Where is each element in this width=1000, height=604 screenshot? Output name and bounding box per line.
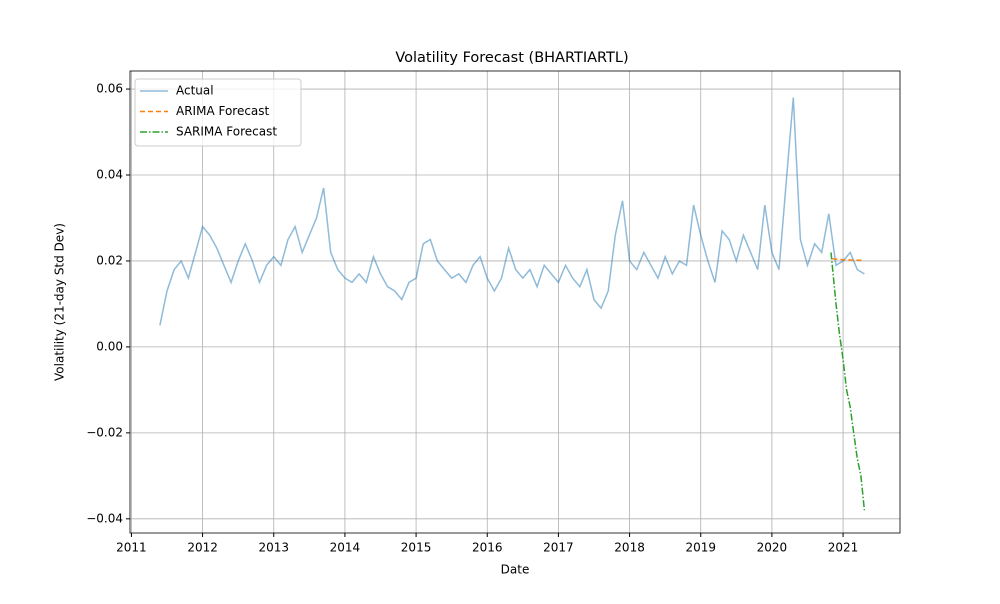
series-line <box>832 258 865 262</box>
legend-label: ARIMA Forecast <box>176 104 270 118</box>
y-tick-label: −0.02 <box>86 425 123 439</box>
x-axis-label: Date <box>501 563 530 577</box>
x-tick-label: 2011 <box>116 541 147 555</box>
x-tick-label: 2013 <box>258 541 289 555</box>
y-tick-label: −0.04 <box>86 511 123 525</box>
series-line <box>159 97 865 326</box>
y-tick-label: 0.04 <box>96 168 123 182</box>
x-tick-label: 2015 <box>401 541 432 555</box>
x-tick-label: 2021 <box>828 541 859 555</box>
legend-label: Actual <box>176 84 214 98</box>
x-tick-label: 2012 <box>187 541 218 555</box>
x-tick-label: 2020 <box>757 541 788 555</box>
legend-box <box>134 78 302 147</box>
x-tick-label: 2019 <box>685 541 716 555</box>
chart-title: Volatility Forecast (BHARTIARTL) <box>395 50 628 66</box>
plot-frame <box>129 70 901 534</box>
legend-label: SARIMA Forecast <box>176 125 277 139</box>
y-tick-label: 0.02 <box>96 253 123 267</box>
y-tick-label: 0.06 <box>96 82 123 96</box>
x-tick-label: 2016 <box>472 541 503 555</box>
series-line <box>830 252 866 511</box>
x-tick-label: 2014 <box>330 541 361 555</box>
y-axis-label: Volatility (21-day Std Dev) <box>53 223 67 381</box>
y-tick-label: 0.00 <box>96 339 123 353</box>
x-tick-label: 2018 <box>614 541 645 555</box>
x-tick-label: 2017 <box>543 541 574 555</box>
